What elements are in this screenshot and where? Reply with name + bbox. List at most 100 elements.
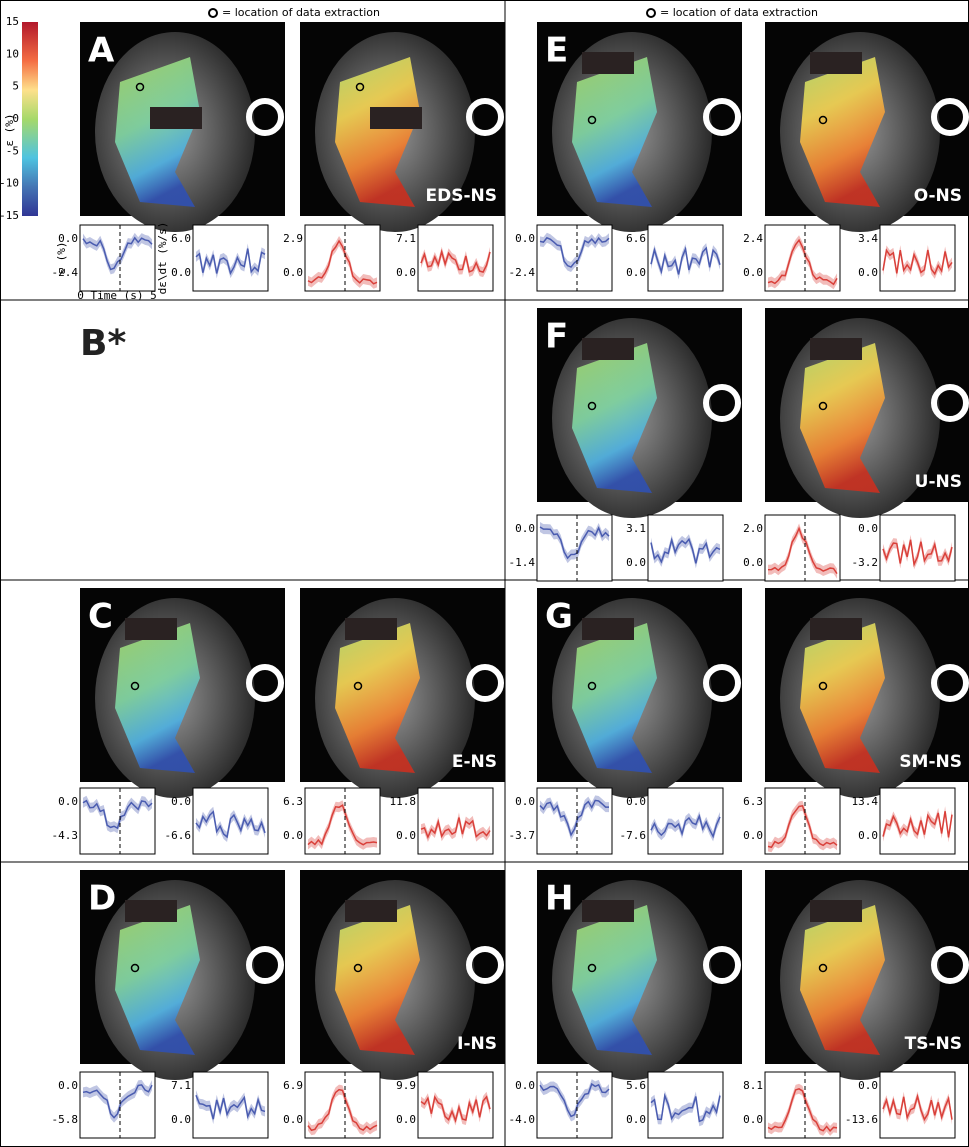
tick-label: 0.0 bbox=[626, 1113, 646, 1126]
curve bbox=[767, 1087, 838, 1132]
error-band bbox=[308, 800, 377, 850]
tick-label: 8.1 bbox=[743, 1079, 763, 1092]
condition-label: U-NS bbox=[915, 472, 962, 492]
panel-letter: H bbox=[545, 879, 573, 919]
colorbar-tick: -15 bbox=[0, 209, 19, 222]
mini-plot bbox=[879, 787, 956, 855]
strain-map bbox=[335, 905, 420, 1055]
censor-bar bbox=[370, 107, 422, 129]
tick-label: 0.0 bbox=[171, 1113, 191, 1126]
mini-plot bbox=[192, 224, 269, 292]
tick-label: 2.9 bbox=[283, 232, 303, 245]
colorbar-label: ε (%) bbox=[3, 113, 16, 146]
tick-label: 0.0 bbox=[743, 266, 763, 279]
curve bbox=[420, 1095, 491, 1123]
tick-label: -13.6 bbox=[845, 1113, 878, 1126]
curve bbox=[195, 248, 266, 276]
tick-label: 0.0 bbox=[58, 1079, 78, 1092]
panel-letter: B* bbox=[80, 323, 126, 364]
curve bbox=[650, 246, 721, 275]
condition-label: I-NS bbox=[457, 1034, 497, 1054]
mini-plot bbox=[879, 514, 956, 582]
axis-label: dε\dt (%/s) bbox=[156, 222, 169, 295]
tick-label: -6.6 bbox=[165, 829, 192, 842]
extraction-point bbox=[353, 963, 363, 973]
condition-label: TS-NS bbox=[905, 1034, 962, 1054]
mini-plot bbox=[536, 787, 613, 855]
censor-bar bbox=[582, 900, 634, 922]
tick-label: 11.8 bbox=[390, 795, 417, 808]
ring-marker bbox=[466, 98, 504, 136]
tick-label: -4.0 bbox=[509, 1113, 536, 1126]
censor-bar bbox=[582, 338, 634, 360]
tick-label: 0.0 bbox=[743, 556, 763, 569]
ring-marker bbox=[703, 946, 741, 984]
censor-bar bbox=[810, 52, 862, 74]
colorbar-tick: 5 bbox=[12, 80, 19, 93]
tick-label: 6.3 bbox=[283, 795, 303, 808]
mini-plot bbox=[79, 787, 156, 855]
ring-marker bbox=[703, 98, 741, 136]
tick-label: 3.4 bbox=[858, 232, 878, 245]
tick-label: 0.0 bbox=[283, 829, 303, 842]
tick-label: 0.0 bbox=[858, 1079, 878, 1092]
tick-label: 6.3 bbox=[743, 795, 763, 808]
panel-letter: F bbox=[545, 317, 568, 357]
tick-label: -1.4 bbox=[509, 556, 536, 569]
censor-bar bbox=[582, 618, 634, 640]
mini-plot bbox=[647, 1071, 724, 1139]
tick-label: 0.0 bbox=[515, 522, 535, 535]
curve bbox=[650, 813, 721, 839]
curve bbox=[420, 817, 491, 839]
strain-map bbox=[800, 623, 885, 773]
curve bbox=[420, 248, 491, 273]
condition-label: O-NS bbox=[914, 186, 962, 206]
tick-label: 0.0 bbox=[515, 795, 535, 808]
mini-plot bbox=[417, 1071, 494, 1139]
colorbar bbox=[22, 22, 38, 216]
error-band bbox=[83, 232, 152, 275]
extraction-point bbox=[587, 681, 597, 691]
tick-label: -2.4 bbox=[52, 266, 79, 279]
error-band bbox=[768, 800, 837, 853]
mini-plot bbox=[536, 514, 613, 582]
curve bbox=[82, 1084, 153, 1119]
censor-bar bbox=[810, 338, 862, 360]
tick-label: -5.8 bbox=[52, 1113, 79, 1126]
error-band bbox=[540, 232, 609, 273]
strain-map bbox=[335, 623, 420, 773]
extraction-point bbox=[587, 401, 597, 411]
curve bbox=[767, 804, 838, 849]
tick-label: 0.0 bbox=[626, 266, 646, 279]
mini-plot bbox=[647, 514, 724, 582]
curve bbox=[650, 1092, 721, 1123]
condition-label: EDS-NS bbox=[426, 186, 498, 206]
curve bbox=[195, 810, 266, 839]
extraction-point bbox=[818, 681, 828, 691]
mini-plot bbox=[879, 224, 956, 292]
curve bbox=[539, 1082, 610, 1118]
panel-letter: D bbox=[88, 879, 116, 919]
ring-marker bbox=[246, 98, 284, 136]
tick-label: 0.0 bbox=[858, 266, 878, 279]
mini-plot bbox=[417, 787, 494, 855]
panel-letter: G bbox=[545, 597, 573, 637]
tick-label: -4.3 bbox=[52, 829, 79, 842]
tick-label: 3.1 bbox=[626, 522, 646, 535]
tick-label: 0.0 bbox=[515, 1079, 535, 1092]
condition-label: E-NS bbox=[452, 752, 497, 772]
strain-map bbox=[800, 905, 885, 1055]
tick-label: 0.0 bbox=[58, 232, 78, 245]
error-band bbox=[651, 1090, 720, 1127]
ring-marker bbox=[931, 384, 969, 422]
censor-bar bbox=[810, 618, 862, 640]
colorbar-tick: 15 bbox=[6, 15, 19, 28]
tick-label: 0.0 bbox=[626, 556, 646, 569]
extraction-point bbox=[135, 82, 145, 92]
tick-label: 0.0 bbox=[171, 266, 191, 279]
curve bbox=[539, 526, 610, 560]
error-band bbox=[883, 1091, 952, 1125]
censor-bar bbox=[125, 618, 177, 640]
tick-label: 0.0 bbox=[396, 829, 416, 842]
